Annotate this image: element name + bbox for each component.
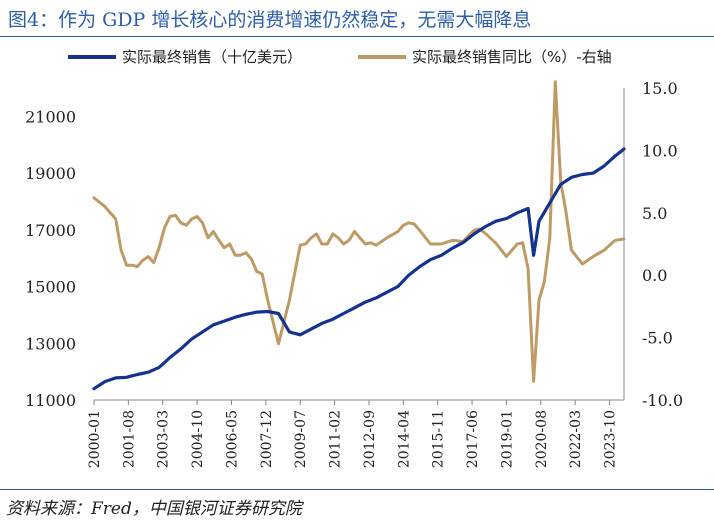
right-tick-label: 15.0	[642, 79, 678, 98]
right-tick-label: -5.0	[642, 329, 673, 348]
left-tick-label: 19000	[25, 164, 76, 183]
x-tick-label: 2014-04	[396, 410, 412, 468]
x-tick-label: 2000-01	[87, 410, 103, 468]
left-tick-label: 11000	[25, 391, 76, 410]
right-axis-ticks: -10.0 -5.0 0.0 5.0 10.0 15.0	[642, 79, 683, 410]
legend-label-sales: 实际最终销售（十亿美元）	[122, 48, 302, 66]
series-line-sales	[92, 147, 626, 391]
x-tick-label: 2020-08	[534, 410, 550, 468]
x-tick-label: 2006-05	[224, 410, 240, 468]
plot-frame	[94, 88, 625, 401]
left-tick-label: 15000	[25, 278, 76, 297]
series-group	[92, 80, 626, 391]
title-divider	[0, 36, 714, 37]
x-tick-label: 2011-02	[328, 410, 344, 468]
x-tick-label: 2012-09	[362, 410, 378, 468]
x-tick-label: 2023-10	[603, 410, 619, 468]
x-tick-label: 2015-11	[431, 410, 447, 468]
left-tick-label: 17000	[25, 221, 76, 240]
x-tick-label: 2004-10	[190, 410, 206, 468]
right-tick-label: 0.0	[642, 266, 667, 285]
x-tick-label: 2003-03	[156, 410, 172, 468]
right-tick-label: 10.0	[642, 141, 678, 160]
legend: 实际最终销售（十亿美元） 实际最终销售同比（%）-右轴	[68, 48, 612, 66]
x-tick-label: 2019-01	[499, 410, 515, 468]
source-note: 资料来源：Fred，中国银河证券研究院	[6, 499, 302, 519]
series-line-yoy	[92, 80, 626, 383]
left-tick-label: 21000	[25, 107, 76, 126]
x-tick-label: 2009-07	[293, 410, 309, 468]
x-tick-label: 2017-06	[465, 410, 481, 468]
x-tick-label: 2022-03	[568, 410, 584, 468]
right-tick-label: 5.0	[642, 204, 667, 223]
chart-title: 图4：作为 GDP 增长核心的消费增速仍然稳定，无需大幅降息	[8, 9, 532, 31]
right-tick-label: -10.0	[642, 391, 683, 410]
x-tick-label: 2001-08	[121, 410, 137, 468]
source-divider	[0, 489, 714, 490]
x-tick-label: 2007-12	[259, 410, 275, 468]
left-axis-ticks: 11000 13000 15000 17000 19000 21000	[25, 107, 76, 410]
left-tick-label: 13000	[25, 334, 76, 353]
x-axis-ticks: 2000-01 2001-08 2003-03 2004-10 2006-05 2007-…	[87, 400, 619, 468]
legend-label-yoy: 实际最终销售同比（%）-右轴	[412, 48, 612, 66]
